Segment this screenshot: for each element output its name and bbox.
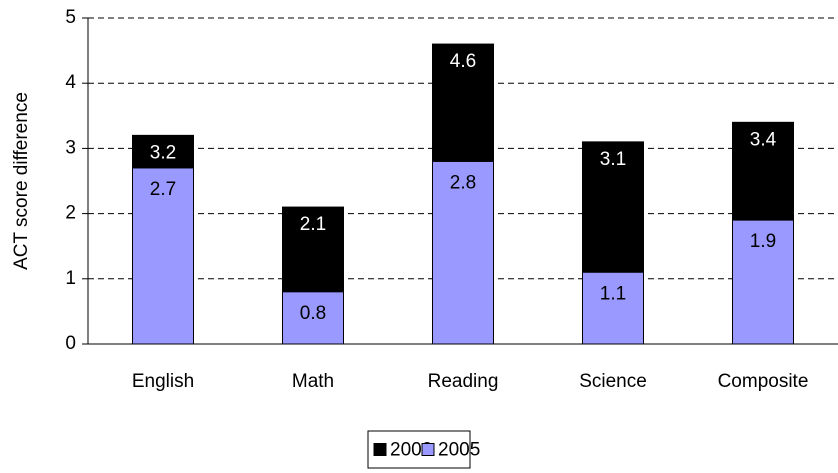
value-label-bg [441, 49, 485, 76]
value-label-bg [141, 176, 185, 203]
value-label: 3.4 [750, 129, 777, 150]
legend-swatch [421, 443, 435, 456]
y-axis-label: ACT score difference [11, 92, 32, 270]
legend-swatch [373, 443, 387, 456]
value-label: 1.9 [750, 231, 776, 252]
x-tick-label: Math [292, 371, 334, 392]
value-label-bg [591, 281, 635, 308]
value-label: 2.1 [300, 214, 326, 235]
value-label: 3.1 [600, 149, 626, 170]
value-label: 2.7 [150, 179, 176, 200]
x-tick-label: Reading [428, 371, 499, 392]
value-label-bg [441, 170, 485, 197]
value-label: 2.8 [450, 172, 476, 193]
y-tick-label: 3 [65, 137, 76, 158]
y-tick-label: 1 [65, 268, 76, 289]
value-label: 3.2 [150, 142, 176, 163]
x-tick-label: English [132, 371, 194, 392]
value-label-bg [141, 140, 185, 167]
value-label-bg [741, 229, 785, 256]
y-tick-label: 2 [65, 203, 76, 224]
x-tick-label: Science [579, 371, 647, 392]
value-label-bg [741, 127, 785, 154]
value-label: 1.1 [600, 283, 626, 304]
value-label-bg [591, 146, 635, 173]
y-tick-label: 4 [65, 72, 76, 93]
value-label-bg [291, 300, 335, 327]
value-label: 0.8 [300, 303, 326, 324]
y-tick-label: 0 [65, 333, 76, 354]
value-label: 4.6 [450, 51, 476, 72]
x-tick-label: Composite [718, 371, 809, 392]
value-label-bg [291, 212, 335, 239]
y-tick-label: 5 [65, 7, 76, 28]
legend-label: 2005 [438, 440, 480, 461]
